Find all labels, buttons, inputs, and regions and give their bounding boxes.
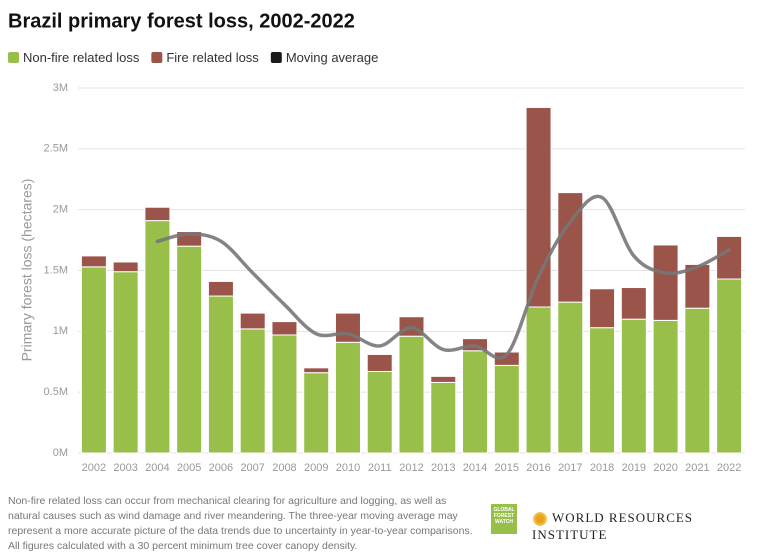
- x-tick-label: 2011: [368, 462, 392, 474]
- x-tick-label: 2016: [526, 462, 550, 474]
- bar-segment: [144, 220, 171, 454]
- y-tick-label: 2.5M: [44, 143, 68, 155]
- wri-text: WORLD RESOURCES INSTITUTE: [532, 510, 694, 543]
- bar-segment: [303, 367, 330, 374]
- x-tick-label: 2004: [145, 462, 169, 474]
- x-tick-label: 2015: [495, 462, 519, 474]
- x-tick-label: 2006: [209, 462, 233, 474]
- bar-segment: [557, 301, 584, 454]
- bar-segment: [207, 280, 234, 297]
- legend-label: Fire related loss: [166, 50, 259, 65]
- legend-swatch: [8, 52, 19, 63]
- bar-segment: [652, 244, 679, 321]
- legend-label: Moving average: [286, 50, 379, 65]
- y-tick-label: 3M: [53, 82, 68, 94]
- bar-segment: [398, 335, 425, 454]
- moving-average-line: [155, 194, 731, 360]
- y-tick-label: 1M: [53, 325, 68, 337]
- bar-segment: [589, 288, 616, 329]
- bar-segment: [112, 261, 139, 273]
- bar-segment: [716, 235, 743, 280]
- bar-segment: [207, 295, 234, 454]
- bar-segment: [652, 319, 679, 454]
- x-tick-label: 2005: [177, 462, 201, 474]
- x-tick-label: 2012: [399, 462, 423, 474]
- x-tick-label: 2019: [622, 462, 646, 474]
- bar-segment: [716, 278, 743, 454]
- bar-segment: [620, 287, 647, 320]
- x-tick-label: 2014: [463, 462, 487, 474]
- chart: Brazil primary forest loss, 2002-2022 Pr…: [8, 10, 745, 474]
- x-tick-label: 2002: [82, 462, 106, 474]
- x-tick-label: 2007: [240, 462, 264, 474]
- bar-segment: [430, 375, 457, 383]
- x-tick-label: 2020: [653, 462, 677, 474]
- x-tick-label: 2021: [685, 462, 709, 474]
- x-tick-label: 2008: [272, 462, 296, 474]
- y-tick-label: 0.5M: [44, 386, 68, 398]
- y-tick-label: 1.5M: [44, 264, 68, 276]
- legend-label: Non-fire related loss: [23, 50, 140, 65]
- y-axis-label: Primary forest loss (hectares): [19, 179, 35, 362]
- bar-segment: [271, 321, 298, 336]
- wri-icon: [532, 511, 548, 528]
- bar-segment: [112, 271, 139, 454]
- bar-segment: [684, 263, 711, 309]
- bar-segment: [493, 364, 520, 454]
- gfw-logo: GLOBAL FOREST WATCH: [491, 504, 517, 534]
- y-tick-label: 0M: [53, 447, 68, 459]
- legend-swatch: [270, 52, 282, 63]
- chart-title: Brazil primary forest loss, 2002-2022: [8, 10, 355, 32]
- bar-segment: [176, 245, 203, 454]
- y-tick-label: 2M: [53, 204, 68, 216]
- x-tick-label: 2022: [717, 462, 741, 474]
- x-tick-label: 2018: [590, 462, 614, 474]
- bar-segment: [620, 318, 647, 454]
- bar-segment: [525, 306, 552, 454]
- wri-logo: WORLD RESOURCES INSTITUTE: [532, 510, 771, 543]
- bar-segment: [80, 266, 107, 454]
- x-tick-label: 2017: [558, 462, 582, 474]
- bar-segment: [80, 255, 107, 268]
- bar-segment: [589, 327, 616, 454]
- x-tick-label: 2013: [431, 462, 455, 474]
- x-tick-label: 2003: [113, 462, 137, 474]
- x-tick-label: 2010: [336, 462, 360, 474]
- bar-segment: [334, 341, 361, 454]
- bar-segment: [366, 370, 393, 454]
- bar-segment: [303, 372, 330, 454]
- bar-segment: [144, 206, 171, 222]
- legend-swatch: [151, 52, 163, 63]
- bar-segment: [366, 353, 393, 372]
- footnote: Non-fire related loss can occur from mec…: [8, 495, 473, 552]
- x-tick-label: 2009: [304, 462, 328, 474]
- bar-segment: [239, 312, 266, 330]
- bar-segment: [430, 381, 457, 454]
- bar-segment: [239, 328, 266, 454]
- bar-segment: [684, 307, 711, 454]
- bar-segment: [462, 350, 489, 454]
- bar-segment: [271, 334, 298, 454]
